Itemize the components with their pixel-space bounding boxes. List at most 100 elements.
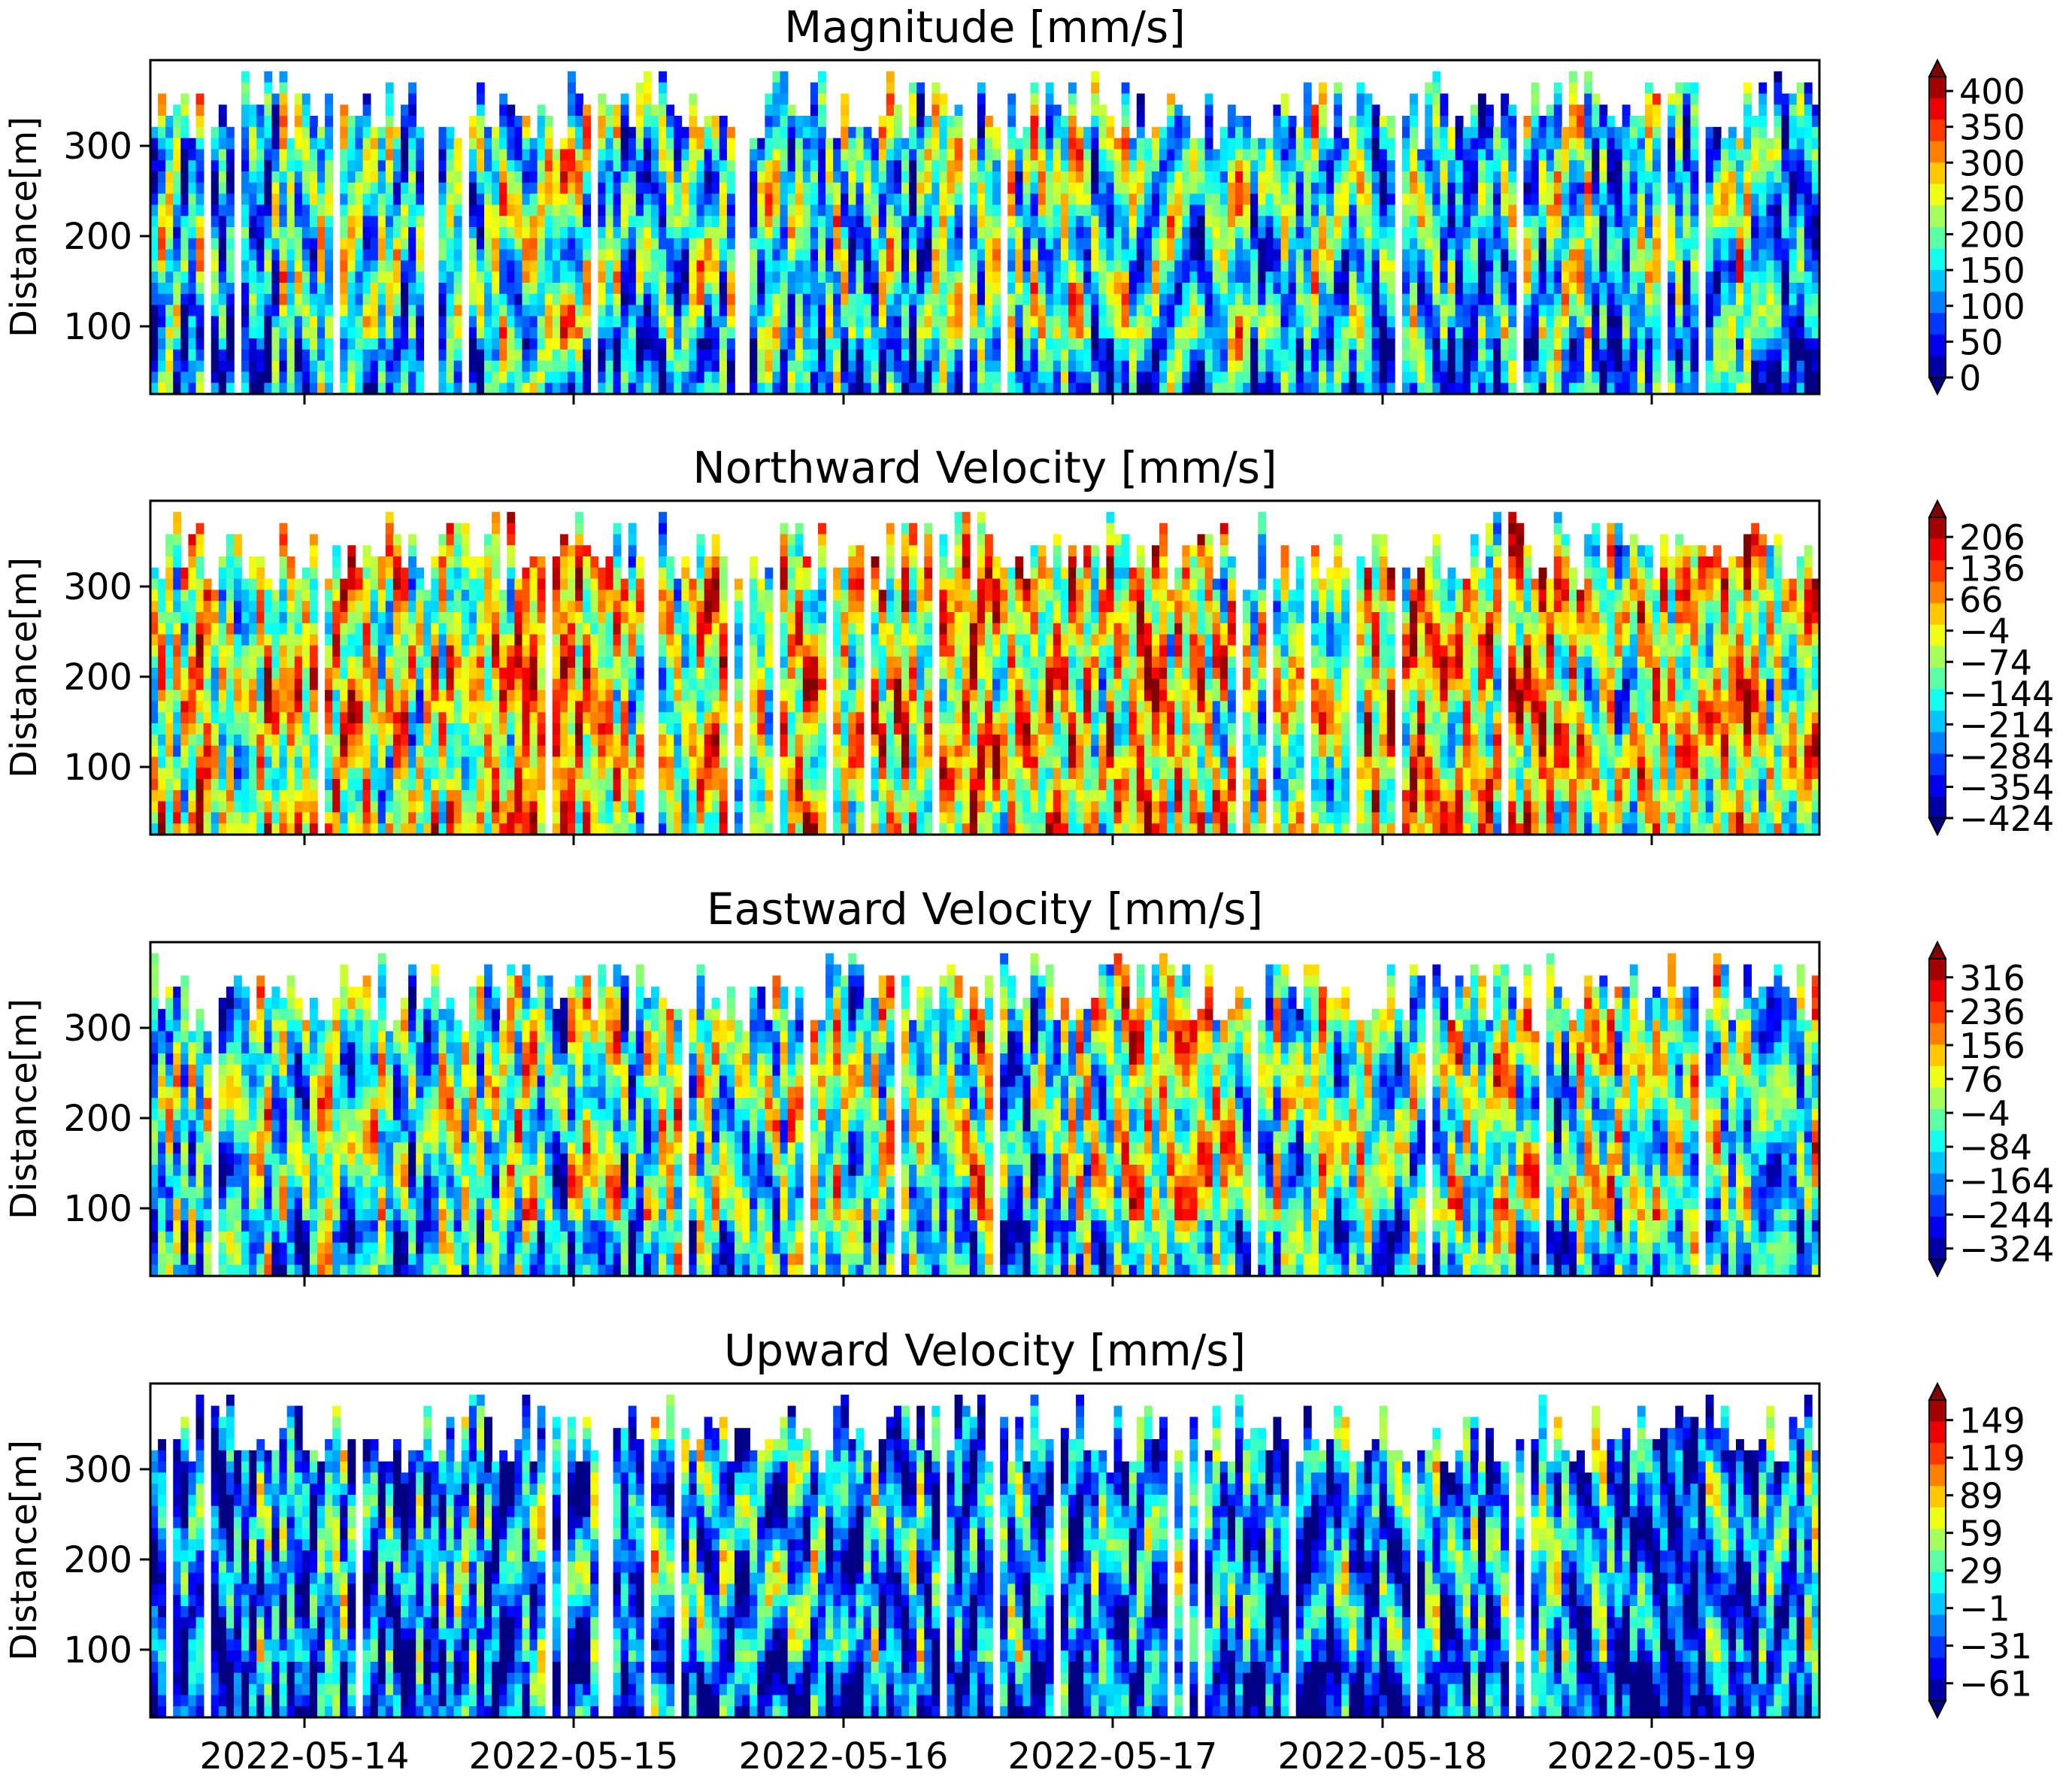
heatmap-cell <box>295 160 303 172</box>
heatmap-cell <box>803 194 811 206</box>
heatmap-cell <box>1569 227 1577 239</box>
heatmap-cell <box>1569 271 1577 283</box>
heatmap-cell <box>1410 227 1418 239</box>
heatmap-cell <box>1289 361 1297 373</box>
heatmap-cell <box>666 194 674 206</box>
heatmap-cell <box>1584 138 1592 150</box>
heatmap-cell <box>719 216 728 228</box>
heatmap-cell <box>1311 171 1319 183</box>
heatmap-cell <box>1531 160 1540 172</box>
heatmap-cell <box>636 260 644 272</box>
heatmap-cell <box>1380 116 1388 128</box>
heatmap-cell <box>841 183 849 195</box>
heatmap-cell <box>271 93 280 105</box>
heatmap-cell <box>1645 238 1653 250</box>
heatmap-cell <box>977 183 986 195</box>
heatmap-cell <box>901 260 910 272</box>
heatmap-cell <box>347 160 356 172</box>
heatmap-cell <box>1273 260 1281 272</box>
heatmap-cell <box>810 105 819 117</box>
heatmap-cell <box>180 194 189 206</box>
heatmap-cell <box>864 127 872 139</box>
heatmap-cell <box>477 283 485 295</box>
heatmap-cell <box>1501 250 1509 262</box>
heatmap-cell <box>909 260 917 272</box>
heatmap-cell <box>158 283 166 295</box>
heatmap-cell <box>719 283 728 295</box>
heatmap-cell <box>977 238 986 250</box>
heatmap-cell <box>241 305 250 317</box>
heatmap-cell <box>568 260 576 272</box>
heatmap-cell <box>1106 171 1114 183</box>
heatmap-cell <box>1607 327 1615 339</box>
heatmap-cell <box>1577 316 1585 328</box>
heatmap-cell <box>408 205 417 217</box>
heatmap-cell <box>484 383 492 395</box>
heatmap-cell <box>499 383 507 395</box>
heatmap-cell <box>249 116 257 128</box>
heatmap-cell <box>219 271 227 283</box>
heatmap-cell <box>1592 294 1600 306</box>
heatmap-cell <box>605 238 613 250</box>
heatmap-cell <box>317 238 326 250</box>
heatmap-cell <box>1205 127 1213 139</box>
heatmap-cell <box>1273 205 1281 217</box>
heatmap-cell <box>1523 271 1531 283</box>
heatmap-cell <box>560 149 568 161</box>
heatmap-cell <box>1569 260 1577 272</box>
heatmap-cell <box>1577 338 1585 350</box>
heatmap-cell <box>1365 316 1373 328</box>
heatmap-cell <box>310 171 318 183</box>
heatmap-cell <box>1478 160 1486 172</box>
heatmap-cell <box>1068 271 1077 283</box>
heatmap-cell <box>295 271 303 283</box>
heatmap-cell <box>1091 194 1099 206</box>
heatmap-cell <box>1448 127 1456 139</box>
heatmap-cell <box>1584 205 1592 217</box>
heatmap-cell <box>1228 105 1236 117</box>
heatmap-cell <box>825 171 834 183</box>
heatmap-cell <box>499 127 507 139</box>
heatmap-cell <box>1736 283 1744 295</box>
heatmap-cell <box>977 294 986 306</box>
heatmap-cell <box>833 138 841 150</box>
heatmap-cell <box>795 260 804 272</box>
heatmap-cell <box>583 305 591 317</box>
heatmap-cell <box>1546 127 1555 139</box>
heatmap-cell <box>765 171 773 183</box>
heatmap-cell <box>196 116 204 128</box>
heatmap-cell <box>295 283 303 295</box>
heatmap-cell <box>1349 227 1357 239</box>
heatmap-cell <box>1440 160 1448 172</box>
heatmap-cell <box>1508 260 1516 272</box>
heatmap-cell <box>970 283 978 295</box>
heatmap-cell <box>386 183 394 195</box>
heatmap-cell <box>1440 283 1448 295</box>
heatmap-cell <box>1501 205 1509 217</box>
heatmap-cell <box>613 105 622 117</box>
heatmap-cell <box>211 327 220 339</box>
panel-1: Magnitude [mm/s]100200300Distance[m]4003… <box>3 2 2025 405</box>
heatmap-cell <box>499 305 507 317</box>
heatmap-cell <box>469 227 477 239</box>
heatmap-cell <box>757 149 765 161</box>
heatmap-cell <box>674 238 682 250</box>
heatmap-cell <box>1683 93 1691 105</box>
heatmap-cell <box>371 361 379 373</box>
heatmap-cell <box>1683 294 1691 306</box>
heatmap-cell <box>1167 116 1175 128</box>
heatmap-cell <box>1728 271 1737 283</box>
heatmap-cell <box>401 227 409 239</box>
heatmap-cell <box>219 327 227 339</box>
heatmap-cell <box>1554 93 1562 105</box>
heatmap-cell <box>1493 338 1501 350</box>
heatmap-cell <box>165 160 174 172</box>
heatmap-cell <box>757 350 765 362</box>
heatmap-cell <box>180 149 189 161</box>
heatmap-cell <box>1106 283 1114 295</box>
heatmap-cell <box>613 216 622 228</box>
heatmap-cell <box>856 271 864 283</box>
heatmap-cell <box>879 216 887 228</box>
heatmap-cell <box>1417 271 1425 283</box>
heatmap-cell <box>841 149 849 161</box>
